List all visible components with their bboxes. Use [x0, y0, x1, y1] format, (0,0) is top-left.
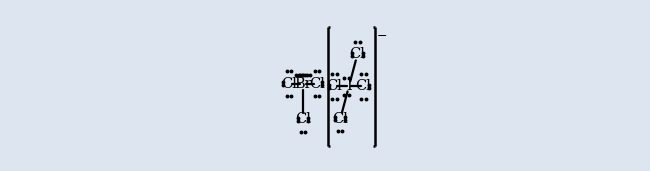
Text: Cl: Cl: [326, 79, 343, 93]
Text: Br: Br: [294, 77, 311, 91]
Text: Cl: Cl: [332, 112, 348, 126]
Text: −: −: [377, 30, 387, 43]
Text: Cl: Cl: [356, 79, 371, 93]
Text: Cl: Cl: [295, 112, 311, 126]
Text: I: I: [346, 79, 352, 93]
Text: Cl: Cl: [309, 77, 324, 91]
Text: Cl: Cl: [350, 47, 365, 61]
Text: Cl: Cl: [281, 77, 297, 91]
